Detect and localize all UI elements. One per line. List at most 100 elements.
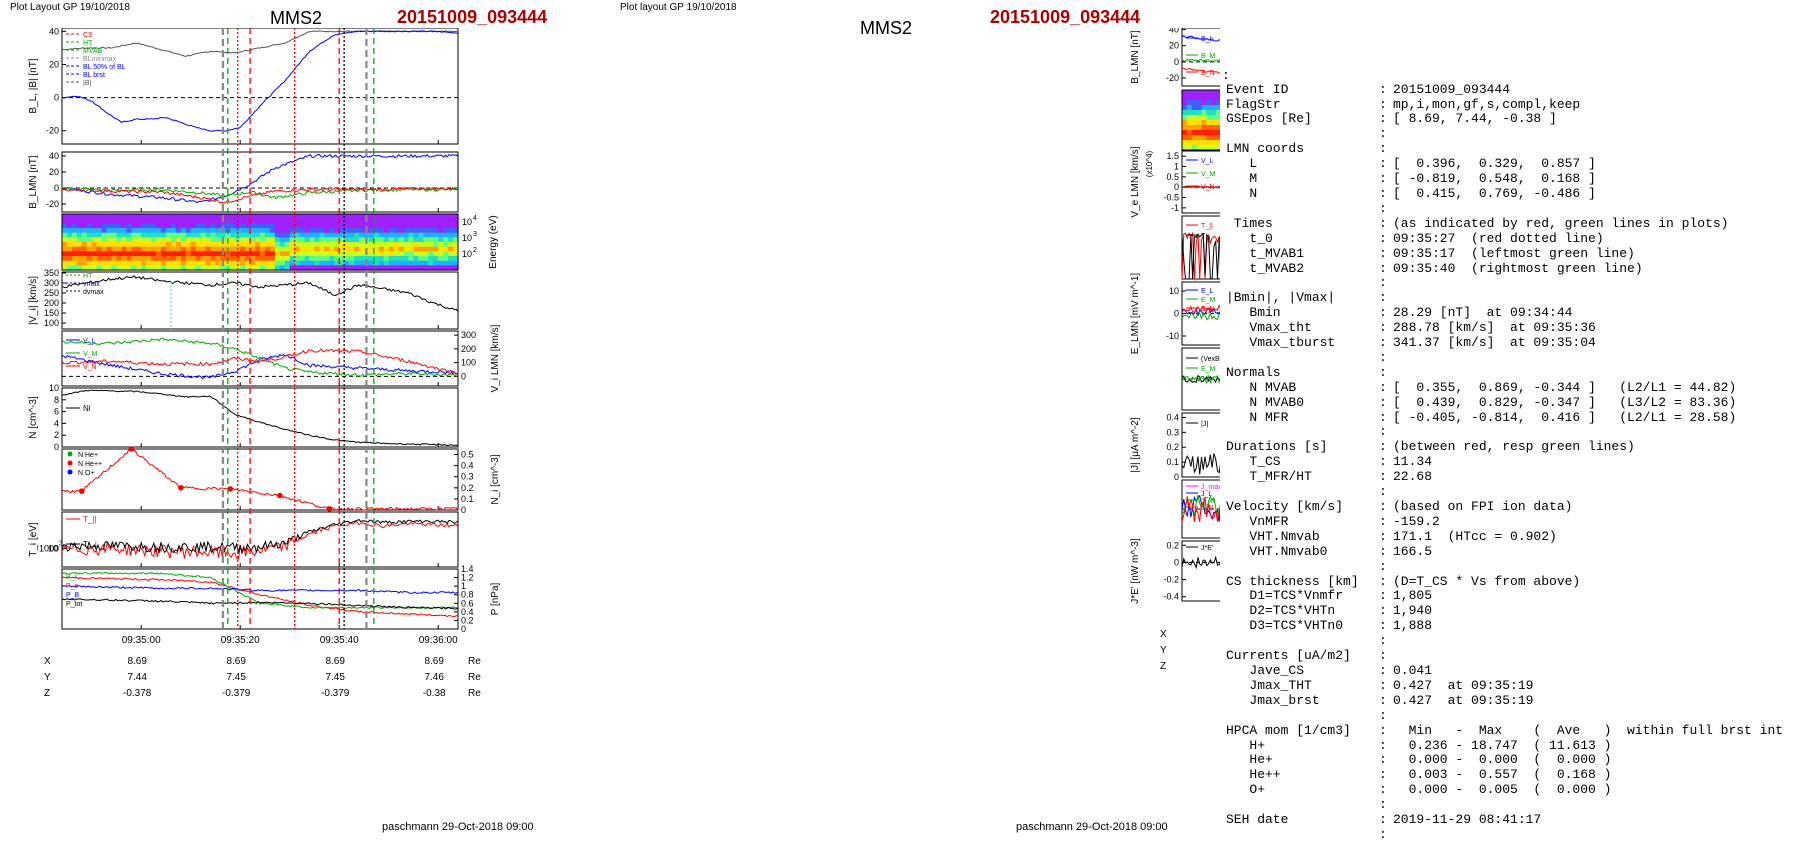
spectrogram-cell xyxy=(368,228,375,234)
spectrogram-cell xyxy=(299,223,306,229)
spectrogram-cell xyxy=(136,256,142,262)
info-row: : xyxy=(1226,126,1800,142)
spectrogram-cell xyxy=(210,237,216,243)
panel-frame xyxy=(61,213,459,271)
spectrogram-cell xyxy=(86,223,93,229)
legend-label-ni: N He++ xyxy=(78,461,102,468)
y-tick-label: 0.1 xyxy=(1166,457,1179,467)
spectrogram-cell xyxy=(279,218,286,224)
spectrogram-cell xyxy=(190,218,197,224)
legend-label-p: P_tot xyxy=(66,601,82,608)
spectrogram-cell xyxy=(378,232,385,238)
spectrogram-cell xyxy=(289,223,296,229)
coord-label: Y xyxy=(1160,645,1167,656)
spectrogram-cell xyxy=(151,218,157,224)
info-separator: : xyxy=(1379,588,1387,604)
series-line-ni xyxy=(61,389,459,447)
spectrogram-cell xyxy=(359,237,365,243)
spectrogram-cell xyxy=(294,232,301,238)
spectrogram-cell xyxy=(299,228,306,234)
spectrogram-cell xyxy=(423,223,429,229)
spectrogram-cell xyxy=(170,228,177,234)
spectrogram-cell xyxy=(349,265,355,271)
spectrogram-cell xyxy=(279,251,286,257)
spectrogram-cell xyxy=(265,256,271,262)
spectrogram-cell xyxy=(289,237,296,243)
spectrogram-cell xyxy=(324,223,330,229)
spectrogram-cell xyxy=(299,251,306,257)
y-tick-label: 10 xyxy=(1169,286,1179,296)
spectrogram-cell xyxy=(215,237,221,243)
spectrogram-cell xyxy=(324,242,330,248)
spectrogram-cell xyxy=(453,223,459,229)
spectrogram-cell xyxy=(289,228,296,234)
spectrogram-cell xyxy=(1196,115,1203,121)
spectrogram-cell xyxy=(210,251,216,257)
info-key: N MVAB0 xyxy=(1226,394,1305,410)
data-point xyxy=(326,506,333,512)
spectrogram-cell xyxy=(359,260,365,266)
info-rows: : Event ID:20151009_093444 FlagStr: mp,i,mo… xyxy=(1222,68,1800,843)
spectrogram-cell xyxy=(433,265,439,271)
spectrogram-cell xyxy=(141,242,147,248)
spectrogram-cell xyxy=(354,237,360,243)
spectrogram-cell xyxy=(319,228,325,234)
spectrogram-cell xyxy=(67,246,73,252)
info-row: : xyxy=(1226,201,1800,217)
spectrogram-cell xyxy=(111,260,117,266)
spectrogram-cell xyxy=(111,242,117,248)
spectrogram-cell xyxy=(195,265,202,271)
spectrogram-cell xyxy=(413,214,419,220)
info-key: HPCA mom [1/cm3] xyxy=(1226,722,1351,738)
spectrogram-cell xyxy=(344,256,350,262)
y-tick-label: 0.2 xyxy=(461,615,474,625)
spectrogram-cell xyxy=(190,265,197,271)
info-separator: : xyxy=(1379,797,1387,813)
spectrogram-cell xyxy=(1211,125,1217,131)
spectrogram-cell xyxy=(388,246,395,252)
info-value: 0.000 - 0.000 ( 0.000 ) xyxy=(1393,752,1612,768)
spectrogram-cell xyxy=(1206,115,1212,121)
spectrogram-cell xyxy=(359,232,365,238)
y-tick-label: 10 xyxy=(48,543,58,553)
spectrogram-cell xyxy=(86,237,93,243)
spectrogram-cell xyxy=(453,242,459,248)
chart-panel: 0 0.1 0.2 0.3 0.4 xyxy=(1166,412,1220,482)
spectrogram-cell xyxy=(195,214,202,220)
spectrogram-cell xyxy=(131,260,137,266)
info-row: Vmax_tburst:341.37 [km/s] at 09:35:04 xyxy=(1226,335,1800,351)
spectrogram-cell xyxy=(111,232,117,238)
spectrogram-cell xyxy=(388,251,395,257)
spectrogram-cell xyxy=(443,256,449,262)
y-tick-label: 0.4 xyxy=(461,607,474,617)
spectrogram-cell xyxy=(403,223,410,229)
spectrogram-cell xyxy=(76,251,83,257)
spectrogram-cell xyxy=(344,260,350,266)
spectrogram-cell xyxy=(260,223,266,229)
spectrogram-cell xyxy=(314,223,320,229)
spectrogram-cell xyxy=(170,251,177,257)
spectrogram-cell xyxy=(240,232,246,238)
info-separator: : xyxy=(1379,573,1387,589)
spectrogram-cell xyxy=(111,218,117,224)
legend-label-em: E_M xyxy=(1201,366,1216,373)
spectrogram-cell xyxy=(378,237,385,243)
info-separator: : xyxy=(1379,707,1387,723)
info-separator: : xyxy=(1379,349,1387,365)
spectrogram-cell xyxy=(111,214,117,220)
spectrogram-cell xyxy=(428,237,434,243)
spectrogram-cell xyxy=(408,265,414,271)
spectrogram-cell xyxy=(180,218,187,224)
spectrogram-cell xyxy=(91,251,98,257)
spectrogram-cell xyxy=(101,246,108,252)
spectrogram-cell xyxy=(363,256,370,262)
info-separator: : xyxy=(1379,96,1387,112)
spectrogram-cell xyxy=(96,232,103,238)
info-separator: : xyxy=(1379,364,1387,380)
spectrogram-cell xyxy=(299,237,306,243)
y-tick-label: -10 xyxy=(1166,331,1179,341)
info-separator: : xyxy=(1379,767,1387,783)
spectrogram-cell xyxy=(398,251,405,257)
legend-label-e: E_M xyxy=(1201,297,1216,304)
spectrogram-cell xyxy=(136,218,142,224)
